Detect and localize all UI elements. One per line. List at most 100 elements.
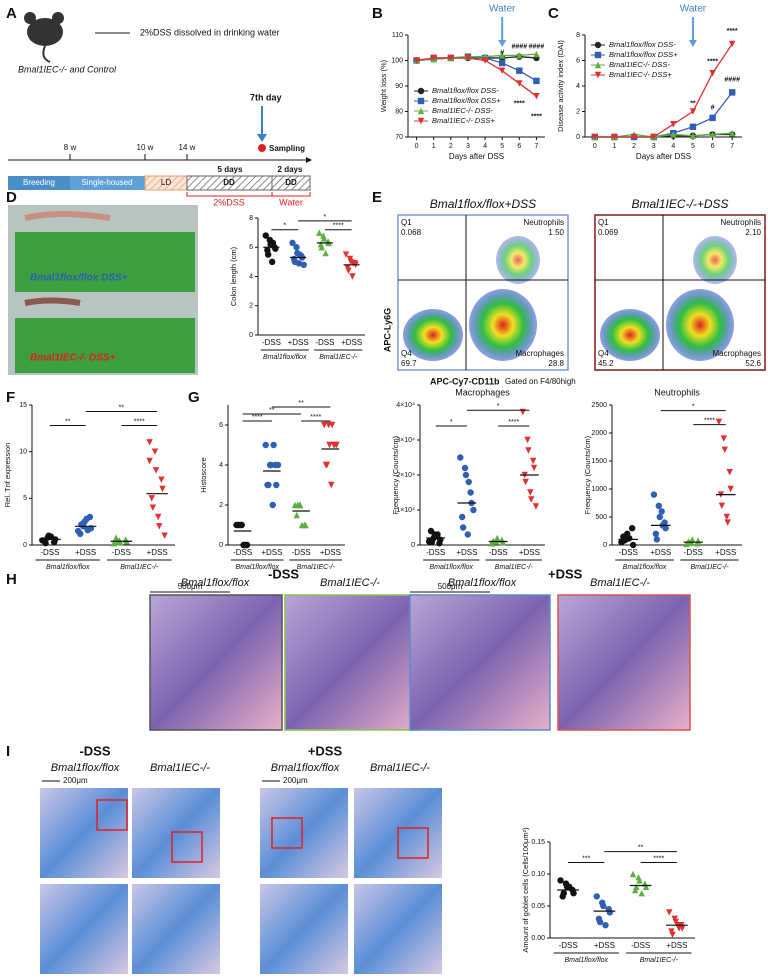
point bbox=[524, 436, 531, 444]
significance: ** bbox=[638, 844, 644, 851]
panel-label: E bbox=[372, 189, 382, 206]
point bbox=[316, 229, 323, 236]
point bbox=[300, 261, 307, 268]
annotation: #### bbox=[529, 43, 545, 50]
point bbox=[728, 129, 736, 137]
significance: ** bbox=[298, 400, 304, 407]
quadrant-value: 69.7 bbox=[401, 359, 417, 368]
scale-label: 500μm bbox=[438, 582, 463, 591]
point bbox=[525, 447, 532, 454]
point bbox=[146, 457, 153, 465]
annotation: #### bbox=[724, 76, 740, 83]
condition-label: +DSS bbox=[548, 566, 583, 581]
annotation: # bbox=[711, 105, 715, 112]
point bbox=[47, 533, 55, 540]
point bbox=[156, 523, 163, 530]
mouse-icon bbox=[27, 18, 63, 46]
quadrant-name: Q4 bbox=[401, 349, 412, 358]
x-tick-label: -DSS bbox=[489, 548, 508, 557]
week-label: 10 w bbox=[137, 143, 154, 152]
significance: ** bbox=[269, 407, 275, 414]
flow-density bbox=[496, 236, 540, 284]
y-tick-label: 500 bbox=[595, 514, 607, 521]
point bbox=[461, 464, 469, 472]
point bbox=[721, 446, 728, 453]
x-tick-label: 1 bbox=[432, 143, 436, 150]
point bbox=[457, 454, 464, 461]
point bbox=[611, 133, 618, 141]
quadrant-value: 28.8 bbox=[548, 359, 564, 368]
x-tick-label: -DSS bbox=[233, 548, 252, 557]
phase-bar bbox=[70, 176, 145, 190]
significance: **** bbox=[310, 414, 321, 421]
legend-label: Bmal1flox/flox DSS- bbox=[609, 40, 676, 49]
point bbox=[464, 54, 472, 62]
schematic: Bmal1IEC-/- and Control 2%DSS dissolved … bbox=[8, 12, 312, 207]
x-tick-label: -DSS bbox=[426, 548, 445, 557]
ruler bbox=[15, 318, 195, 373]
point bbox=[265, 481, 272, 489]
point bbox=[530, 464, 538, 472]
point bbox=[655, 502, 662, 509]
point bbox=[148, 495, 155, 502]
point bbox=[295, 260, 303, 267]
significance: *** bbox=[582, 855, 590, 862]
point bbox=[447, 54, 455, 62]
point bbox=[709, 70, 716, 77]
quadrant-name: Macrophages bbox=[516, 349, 564, 358]
x-tick-label: 6 bbox=[711, 143, 715, 150]
x-axis-label: Days after DSS bbox=[636, 152, 691, 161]
histology-h: Bmal1flox/flox Bmal1IEC-/- Bmal1flox/flo… bbox=[149, 566, 691, 731]
y-tick-label: 70 bbox=[395, 134, 403, 141]
condition-label: +DSS bbox=[308, 743, 343, 758]
treatment-period: 2%DSS bbox=[213, 197, 245, 207]
ruler bbox=[15, 232, 195, 292]
x-tick-label: 1 bbox=[612, 143, 616, 150]
point bbox=[322, 249, 329, 257]
x-tick-label: 5 bbox=[500, 143, 504, 150]
x-tick-label: -DSS bbox=[619, 548, 638, 557]
zoom-box bbox=[397, 827, 429, 859]
point bbox=[154, 513, 162, 521]
legend-marker bbox=[417, 117, 425, 125]
quadrant-name: Q1 bbox=[598, 218, 609, 227]
point bbox=[77, 530, 84, 537]
quadrant-value: 2.10 bbox=[745, 228, 761, 237]
point bbox=[533, 93, 540, 100]
zoom-box bbox=[96, 799, 128, 831]
point bbox=[262, 441, 269, 449]
quadrant-value: 0.069 bbox=[598, 228, 619, 237]
arrow-head bbox=[257, 134, 267, 142]
flow-density bbox=[693, 236, 737, 284]
y-tick-label: 0.00 bbox=[531, 935, 545, 942]
point bbox=[428, 539, 436, 546]
x-tick-label: +DSS bbox=[666, 941, 687, 950]
point bbox=[342, 251, 350, 258]
point bbox=[493, 534, 501, 542]
legend-label: Bmal1IEC-/- DSS+ bbox=[609, 70, 672, 79]
y-tick-label: 2 bbox=[576, 108, 580, 115]
phase-bar bbox=[8, 176, 70, 190]
group-label: Bmal1flox/flox bbox=[263, 354, 307, 361]
point bbox=[464, 531, 472, 538]
point bbox=[465, 478, 472, 486]
y-tick-label: 0 bbox=[603, 542, 607, 549]
point bbox=[566, 883, 573, 890]
significance: * bbox=[692, 403, 695, 410]
quadrant-value: 1.50 bbox=[548, 228, 564, 237]
x-tick-label: +DSS bbox=[147, 548, 168, 557]
duration-label: 2 days bbox=[278, 165, 303, 174]
point bbox=[653, 536, 661, 543]
panel-label: A bbox=[6, 5, 17, 22]
point bbox=[522, 478, 529, 486]
point bbox=[642, 883, 650, 890]
x-tick-label: +DSS bbox=[261, 548, 282, 557]
point bbox=[349, 273, 356, 280]
point bbox=[264, 251, 272, 258]
bracket bbox=[186, 192, 273, 197]
quadrant-name: Macrophages bbox=[713, 349, 761, 358]
point bbox=[591, 133, 599, 141]
annotation: ** bbox=[690, 101, 696, 108]
x-tick-label: +DSS bbox=[75, 548, 96, 557]
significance: **** bbox=[252, 414, 263, 421]
